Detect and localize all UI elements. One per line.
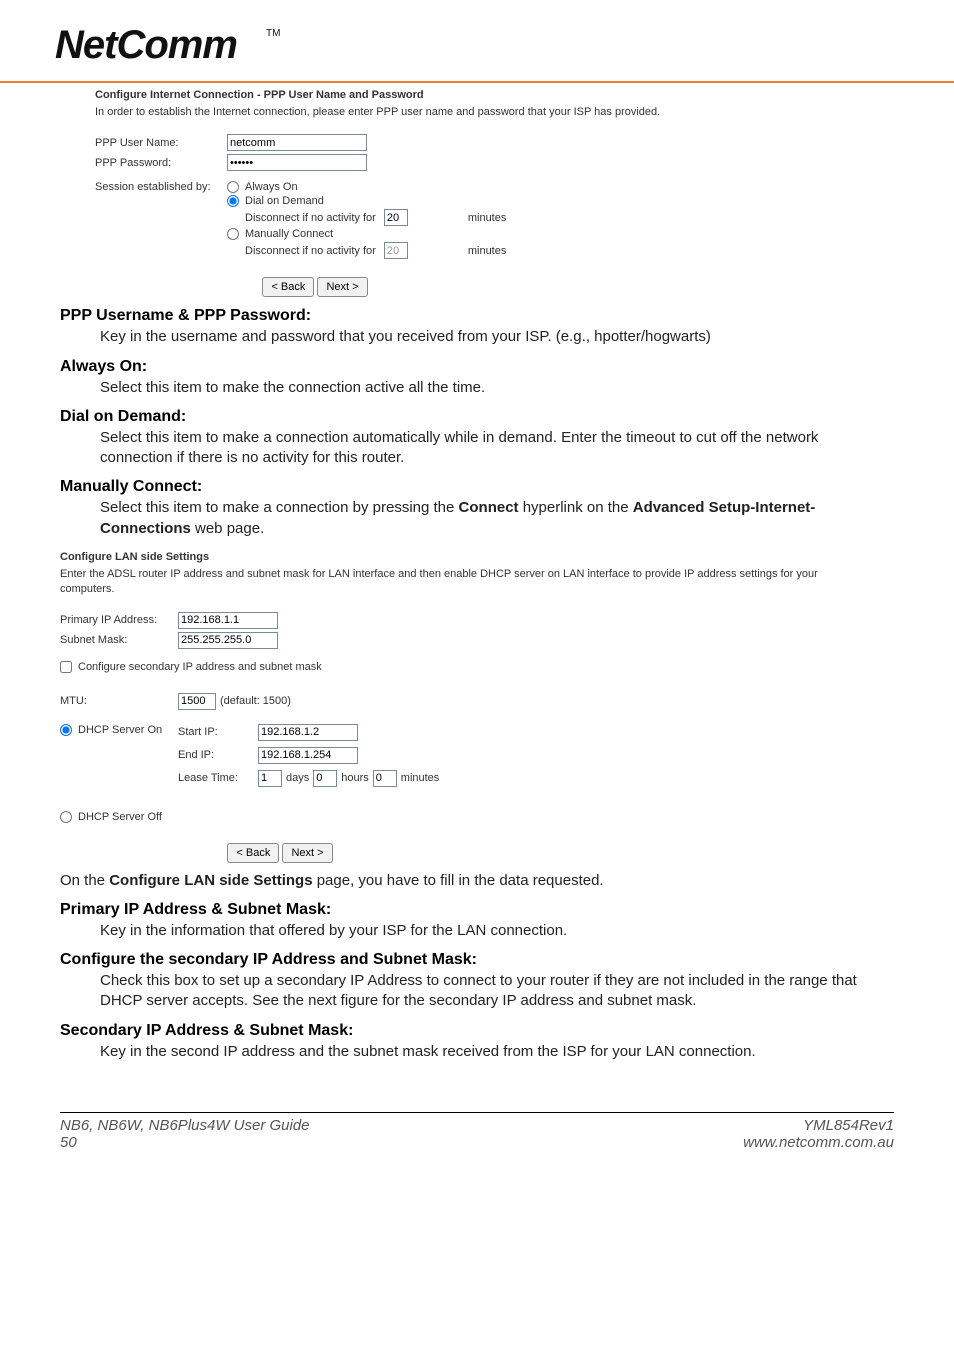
ppp-config-panel: Configure Internet Connection - PPP User… [95, 89, 894, 297]
brand-logo: NetComm TM [0, 20, 954, 81]
footer-page-number: 50 [60, 1134, 310, 1151]
lease-minutes-unit: minutes [401, 772, 440, 784]
end-ip-label: End IP: [178, 749, 258, 761]
disconnect1-label: Disconnect if no activity for [245, 212, 376, 224]
lease-hours-unit: hours [341, 772, 369, 784]
footer-url: www.netcomm.com.au [743, 1134, 894, 1151]
mtu-default: (default: 1500) [220, 695, 291, 707]
dhcp-on-label: DHCP Server On [78, 724, 162, 736]
start-ip-input[interactable] [258, 724, 358, 741]
heading-manual: Manually Connect: [60, 478, 894, 496]
ppp-user-input[interactable] [227, 134, 367, 151]
para-conf2: Check this box to set up a secondary IP … [100, 971, 894, 1012]
para-prim: Key in the information that offered by y… [100, 921, 894, 941]
para-lan-intro: On the Configure LAN side Settings page,… [60, 871, 894, 891]
svg-text:TM: TM [266, 28, 280, 39]
ppp-panel-desc: In order to establish the Internet conne… [95, 105, 855, 120]
heading-prim: Primary IP Address & Subnet Mask: [60, 901, 894, 919]
ppp-back-button[interactable]: < Back [262, 277, 314, 297]
lease-minutes-input[interactable] [373, 770, 397, 787]
para-always: Select this item to make the connection … [100, 378, 894, 398]
subnet-input[interactable] [178, 632, 278, 649]
para-manual: Select this item to make a connection by… [100, 498, 894, 539]
cfg-secondary-label: Configure secondary IP address and subne… [78, 661, 322, 673]
lease-days-unit: days [286, 772, 309, 784]
heading-always: Always On: [60, 358, 894, 376]
mtu-input[interactable] [178, 693, 216, 710]
primary-ip-input[interactable] [178, 612, 278, 629]
mtu-label: MTU: [60, 695, 178, 707]
disconnect2-minutes-input [384, 242, 408, 259]
dial-on-demand-label: Dial on Demand [245, 195, 324, 207]
heading-dial: Dial on Demand: [60, 408, 894, 426]
radio-dhcp-on[interactable] [60, 724, 72, 736]
ppp-user-label: PPP User Name: [95, 137, 227, 149]
lan-panel-title: Configure LAN side Settings [60, 551, 894, 563]
para-sec: Key in the second IP address and the sub… [100, 1042, 894, 1062]
radio-manually-connect[interactable] [227, 228, 239, 240]
lan-back-button[interactable]: < Back [227, 843, 279, 863]
heading-sec: Secondary IP Address & Subnet Mask: [60, 1022, 894, 1040]
lease-days-input[interactable] [258, 770, 282, 787]
footer-guide-title: NB6, NB6W, NB6Plus4W User Guide [60, 1117, 310, 1134]
ppp-next-button[interactable]: Next > [317, 277, 367, 297]
para-dial: Select this item to make a connection au… [100, 428, 894, 469]
page-footer: NB6, NB6W, NB6Plus4W User Guide 50 YML85… [60, 1112, 894, 1171]
header-divider [0, 81, 954, 83]
disconnect1-unit: minutes [468, 212, 507, 224]
disconnect2-label: Disconnect if no activity for [245, 245, 376, 257]
primary-ip-label: Primary IP Address: [60, 614, 178, 626]
lease-label: Lease Time: [178, 772, 258, 784]
ppp-panel-title: Configure Internet Connection - PPP User… [95, 89, 894, 101]
radio-dial-on-demand[interactable] [227, 195, 239, 207]
end-ip-input[interactable] [258, 747, 358, 764]
start-ip-label: Start IP: [178, 726, 258, 738]
svg-text:NetComm: NetComm [55, 23, 237, 67]
heading-conf2: Configure the secondary IP Address and S… [60, 951, 894, 969]
para-ppp: Key in the username and password that yo… [100, 327, 894, 347]
lease-hours-input[interactable] [313, 770, 337, 787]
footer-rev: YML854Rev1 [743, 1117, 894, 1134]
session-label: Session established by: [95, 181, 227, 261]
always-on-label: Always On [245, 181, 298, 193]
radio-always-on[interactable] [227, 181, 239, 193]
subnet-label: Subnet Mask: [60, 634, 178, 646]
radio-dhcp-off[interactable] [60, 811, 72, 823]
manually-connect-label: Manually Connect [245, 228, 333, 240]
disconnect1-minutes-input[interactable] [384, 209, 408, 226]
lan-panel-desc: Enter the ADSL router IP address and sub… [60, 567, 820, 598]
dhcp-off-label: DHCP Server Off [78, 811, 162, 823]
heading-ppp: PPP Username & PPP Password: [60, 307, 894, 325]
ppp-pass-input[interactable] [227, 154, 367, 171]
cfg-secondary-checkbox[interactable] [60, 661, 72, 673]
ppp-pass-label: PPP Password: [95, 157, 227, 169]
lan-config-panel: Configure LAN side Settings Enter the AD… [60, 551, 894, 863]
disconnect2-unit: minutes [468, 245, 507, 257]
lan-next-button[interactable]: Next > [282, 843, 332, 863]
